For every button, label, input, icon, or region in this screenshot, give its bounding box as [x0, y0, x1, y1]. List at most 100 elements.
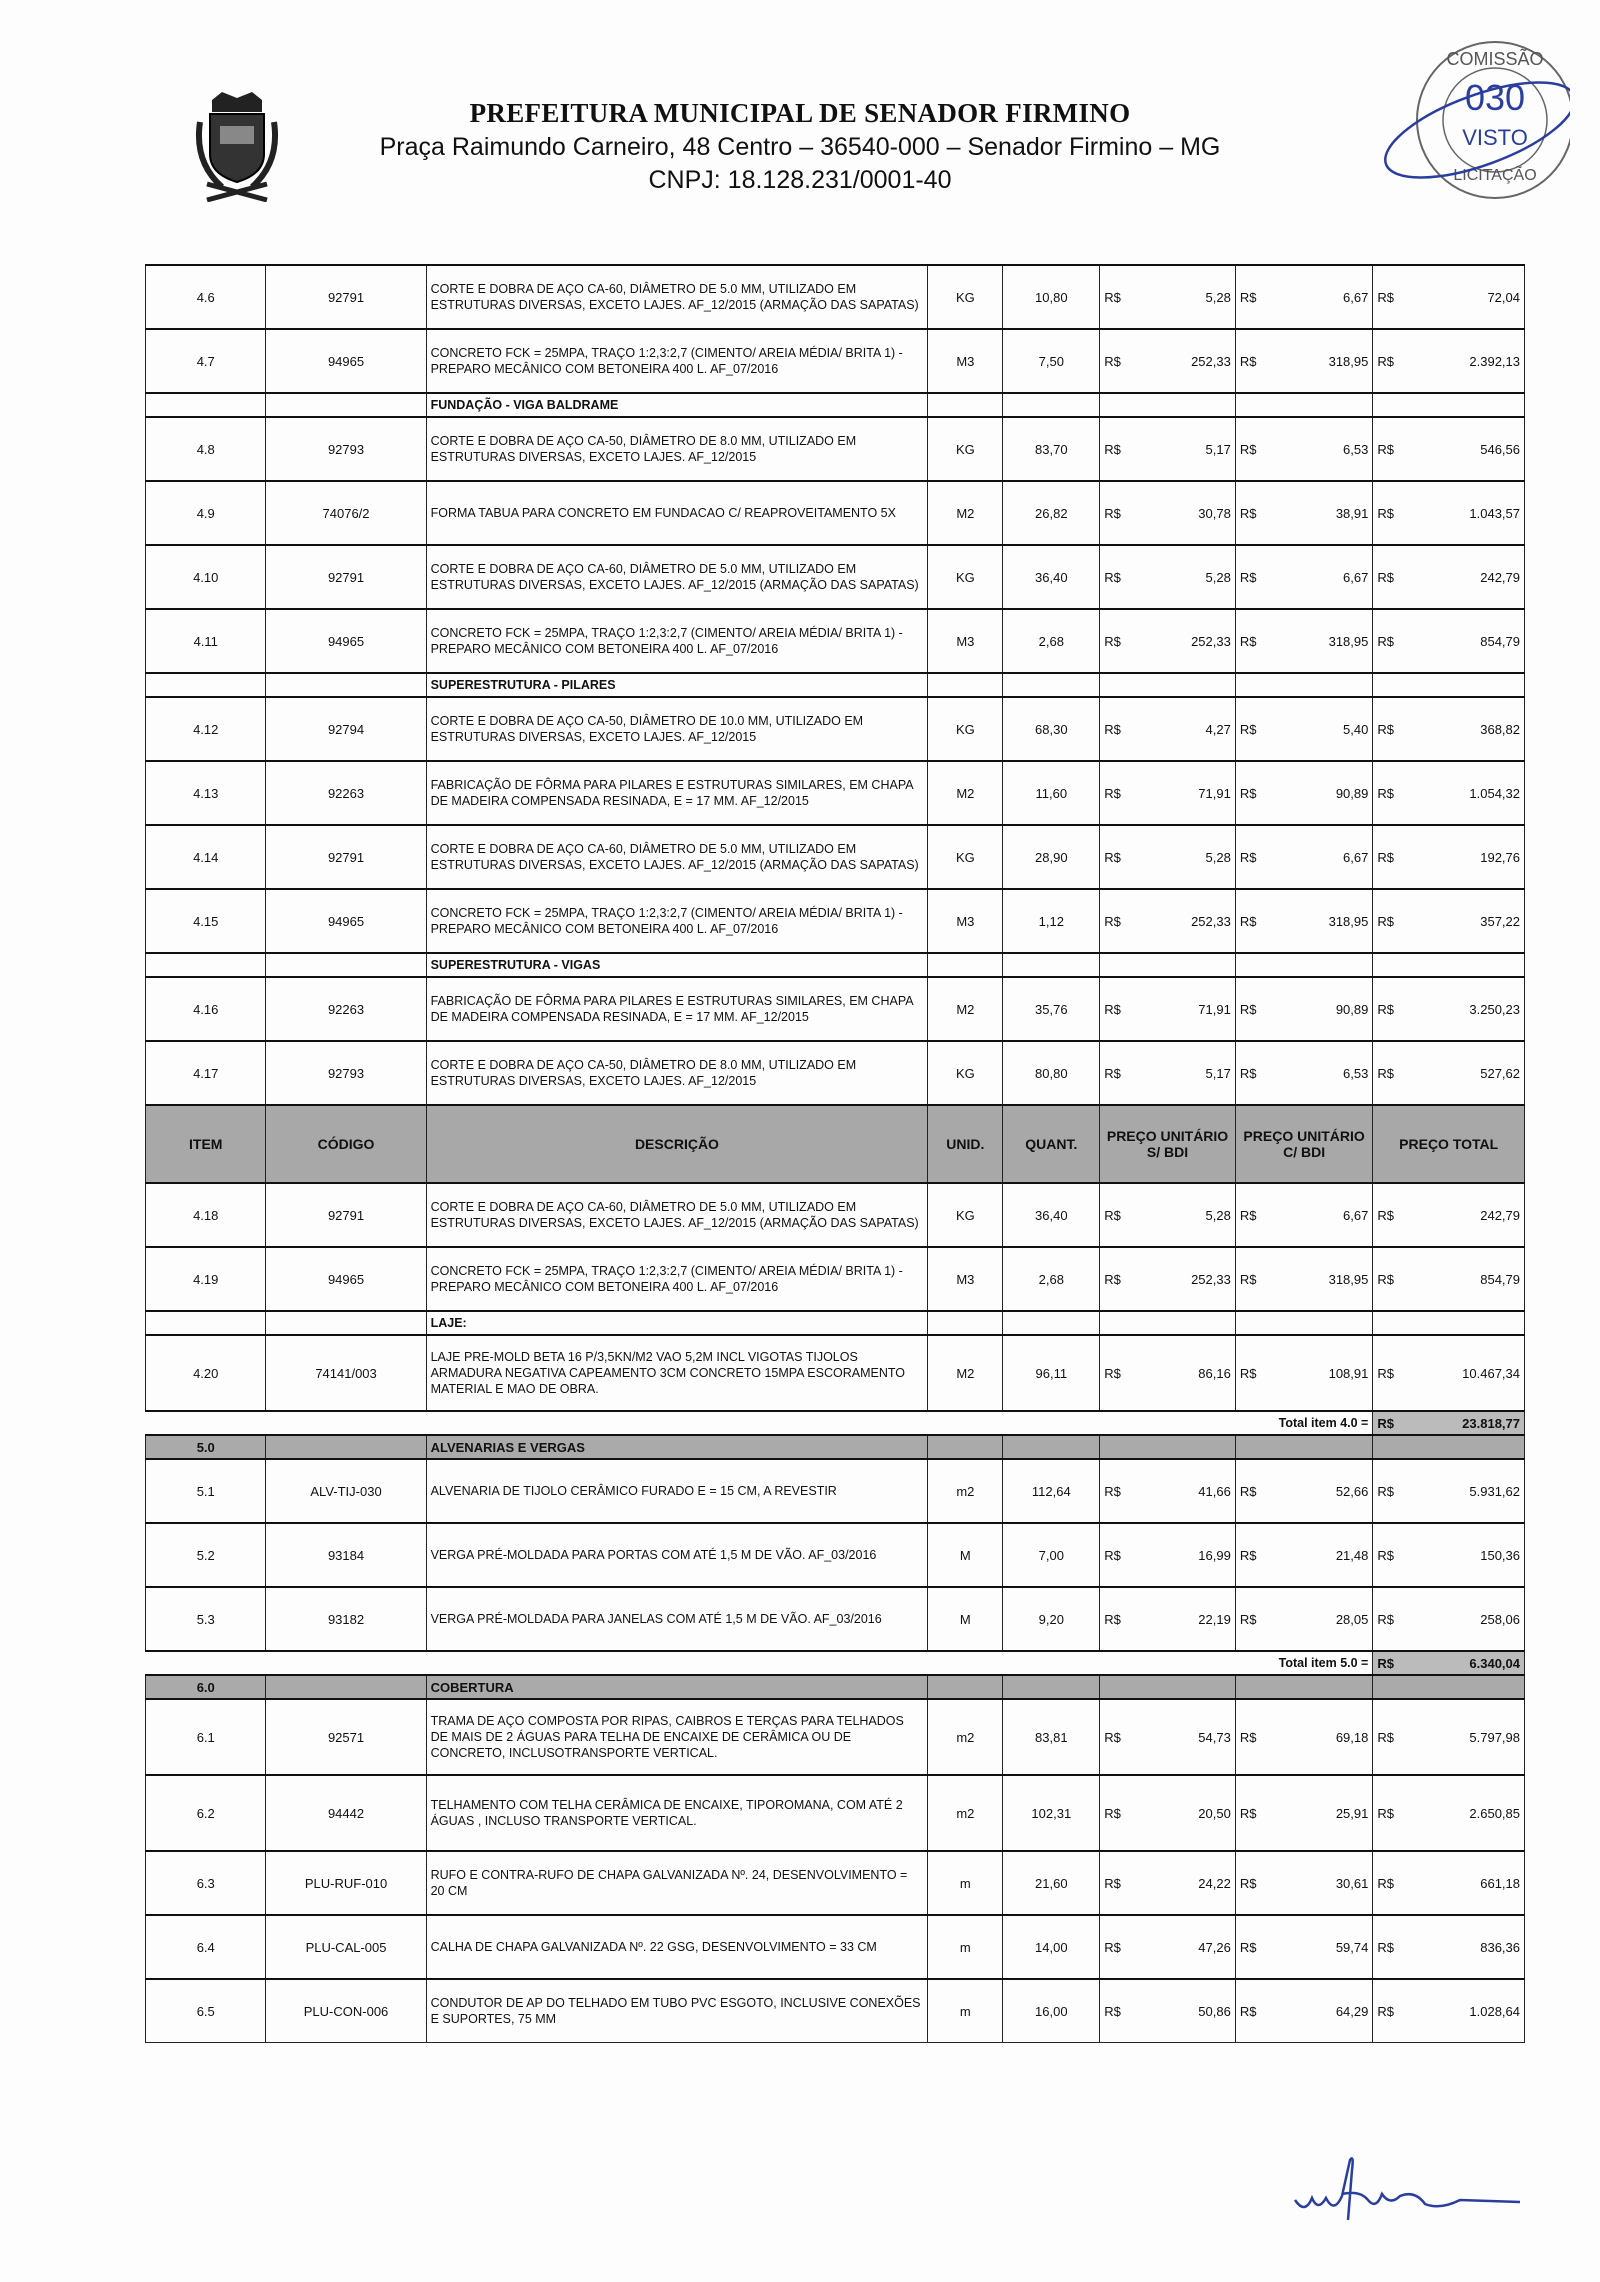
total-price-cell: 150,36: [1409, 1522, 1525, 1588]
item-cell: 5.3: [144, 1586, 267, 1652]
description-cell: CORTE E DOBRA DE AÇO CA-50, DIÂMETRO DE …: [425, 416, 929, 482]
description-cell: CALHA DE CHAPA GALVANIZADA Nº. 22 GSG, D…: [425, 1914, 929, 1980]
svg-text:LICITAÇÃO: LICITAÇÃO: [1453, 164, 1536, 184]
column-header: QUANT.: [1002, 1104, 1101, 1184]
total-price-cell: 10.467,34: [1409, 1334, 1525, 1412]
description-cell: CONCRETO FCK = 25MPA, TRAÇO 1:2,3:2,7 (C…: [425, 608, 929, 674]
empty-cell: [927, 1674, 1004, 1700]
unit-price-bdi-cell: 28,05: [1271, 1586, 1374, 1652]
table-row: 6.2 94442 TELHAMENTO COM TELHA CERÂMICA DE…: [144, 1774, 1525, 1852]
signature: [1293, 2157, 1521, 2221]
unit-cell: M3: [927, 888, 1004, 954]
item-cell: 4.19: [144, 1246, 267, 1312]
code-cell: 92571: [265, 1698, 427, 1776]
unit-price-bdi-cell: 21,48: [1271, 1522, 1374, 1588]
item-cell: 6.2: [144, 1774, 267, 1852]
quantity-cell: 11,60: [1002, 760, 1101, 826]
description-cell: CONCRETO FCK = 25MPA, TRAÇO 1:2,3:2,7 (C…: [425, 1246, 929, 1312]
unit-price-cell: 252,33: [1135, 888, 1236, 954]
column-header: CÓDIGO: [265, 1104, 427, 1184]
empty-cell: [1234, 1434, 1374, 1460]
currency-label: R$: [1372, 1246, 1409, 1312]
table-row: 4.8 92793 CORTE E DOBRA DE AÇO CA-50, DIÂM…: [144, 416, 1525, 482]
currency-label: R$: [1372, 824, 1409, 890]
group-title: ALVENARIAS E VERGAS: [425, 1434, 929, 1460]
description-cell: VERGA PRÉ-MOLDADA PARA PORTAS COM ATÉ 1,…: [425, 1522, 929, 1588]
quantity-cell: 10,80: [1002, 264, 1101, 330]
code-cell: 94965: [265, 328, 427, 394]
unit-price-bdi-cell: 90,89: [1271, 976, 1374, 1042]
currency-label: R$: [1372, 1182, 1409, 1248]
subtotal-label: Total item 5.0 =: [145, 1650, 1373, 1676]
unit-cell: KG: [927, 544, 1004, 610]
description-cell: CORTE E DOBRA DE AÇO CA-50, DIÂMETRO DE …: [425, 696, 929, 762]
currency-label: R$: [1234, 696, 1272, 762]
code-cell: 74076/2: [265, 480, 427, 546]
empty-cell: [265, 392, 427, 418]
empty-cell: [927, 952, 1004, 978]
currency-label: R$: [1099, 1914, 1136, 1980]
currency-label: R$: [1372, 1040, 1409, 1106]
total-price-cell: 242,79: [1409, 544, 1525, 610]
total-price-cell: 854,79: [1409, 608, 1525, 674]
table-row: 5.1 ALV-TIJ-030 ALVENARIA DE TIJOLO CERÂMI…: [144, 1458, 1525, 1524]
quantity-cell: 28,90: [1002, 824, 1101, 890]
empty-cell: [144, 392, 267, 418]
empty-cell: [1099, 392, 1236, 418]
unit-price-bdi-cell: 59,74: [1271, 1914, 1374, 1980]
item-cell: 6.3: [144, 1850, 267, 1916]
unit-cell: M2: [927, 976, 1004, 1042]
unit-price-cell: 22,19: [1135, 1586, 1236, 1652]
quantity-cell: 7,50: [1002, 328, 1101, 394]
total-price-cell: 854,79: [1409, 1246, 1525, 1312]
section-row: SUPERESTRUTURA - PILARES: [144, 672, 1525, 698]
unit-price-bdi-cell: 25,91: [1271, 1774, 1374, 1852]
unit-price-bdi-cell: 318,95: [1271, 888, 1374, 954]
empty-cell: [1234, 672, 1374, 698]
table-row: 5.3 93182 VERGA PRÉ-MOLDADA PARA JANELAS C…: [144, 1586, 1525, 1652]
total-price-cell: 1.028,64: [1409, 1978, 1525, 2043]
svg-text:VISTO: VISTO: [1462, 125, 1528, 150]
total-price-cell: 5.931,62: [1409, 1458, 1525, 1524]
currency-label: R$: [1234, 824, 1272, 890]
unit-price-bdi-cell: 108,91: [1271, 1334, 1374, 1412]
currency-label: R$: [1372, 1458, 1409, 1524]
section-row: SUPERESTRUTURA - VIGAS: [144, 952, 1525, 978]
currency-label: R$: [1234, 888, 1272, 954]
code-cell: 93184: [265, 1522, 427, 1588]
unit-cell: M3: [927, 608, 1004, 674]
currency-label: R$: [1099, 696, 1136, 762]
total-price-cell: 1.054,32: [1409, 760, 1525, 826]
currency-label: R$: [1099, 608, 1136, 674]
unit-price-cell: 50,86: [1135, 1978, 1236, 2043]
currency-label: R$: [1099, 328, 1136, 394]
table-row: 4.15 94965 CONCRETO FCK = 25MPA, TRAÇO 1:2…: [144, 888, 1525, 954]
code-cell: 93182: [265, 1586, 427, 1652]
unit-price-bdi-cell: 52,66: [1271, 1458, 1374, 1524]
code-cell: 74141/003: [265, 1334, 427, 1412]
code-cell: PLU-RUF-010: [265, 1850, 427, 1916]
empty-cell: [1234, 392, 1374, 418]
header-cnpj: CNPJ: 18.128.231/0001-40: [648, 166, 952, 194]
subtotal-value: 23.818,77: [1409, 1410, 1525, 1436]
currency-label: R$: [1234, 608, 1272, 674]
empty-cell: [1002, 392, 1101, 418]
item-cell: 4.20: [144, 1334, 267, 1412]
unit-cell: M: [927, 1522, 1004, 1588]
table-row: 6.3 PLU-RUF-010 RUFO E CONTRA-RUFO DE CHAP…: [144, 1850, 1525, 1916]
quantity-cell: 2,68: [1002, 1246, 1101, 1312]
code-cell: PLU-CAL-005: [265, 1914, 427, 1980]
currency-label: R$: [1234, 1182, 1272, 1248]
currency-label: R$: [1372, 760, 1409, 826]
item-cell: 4.10: [144, 544, 267, 610]
empty-cell: [927, 392, 1004, 418]
currency-label: R$: [1099, 1522, 1136, 1588]
table-row: 4.18 92791 CORTE E DOBRA DE AÇO CA-60, DIÂ…: [144, 1182, 1525, 1248]
description-cell: CORTE E DOBRA DE AÇO CA-60, DIÂMETRO DE …: [425, 264, 929, 330]
unit-cell: M2: [927, 480, 1004, 546]
quantity-cell: 26,82: [1002, 480, 1101, 546]
item-cell: 6.4: [144, 1914, 267, 1980]
section-title: FUNDAÇÃO - VIGA BALDRAME: [425, 392, 929, 418]
item-cell: 4.8: [144, 416, 267, 482]
section-row: FUNDAÇÃO - VIGA BALDRAME: [144, 392, 1525, 418]
